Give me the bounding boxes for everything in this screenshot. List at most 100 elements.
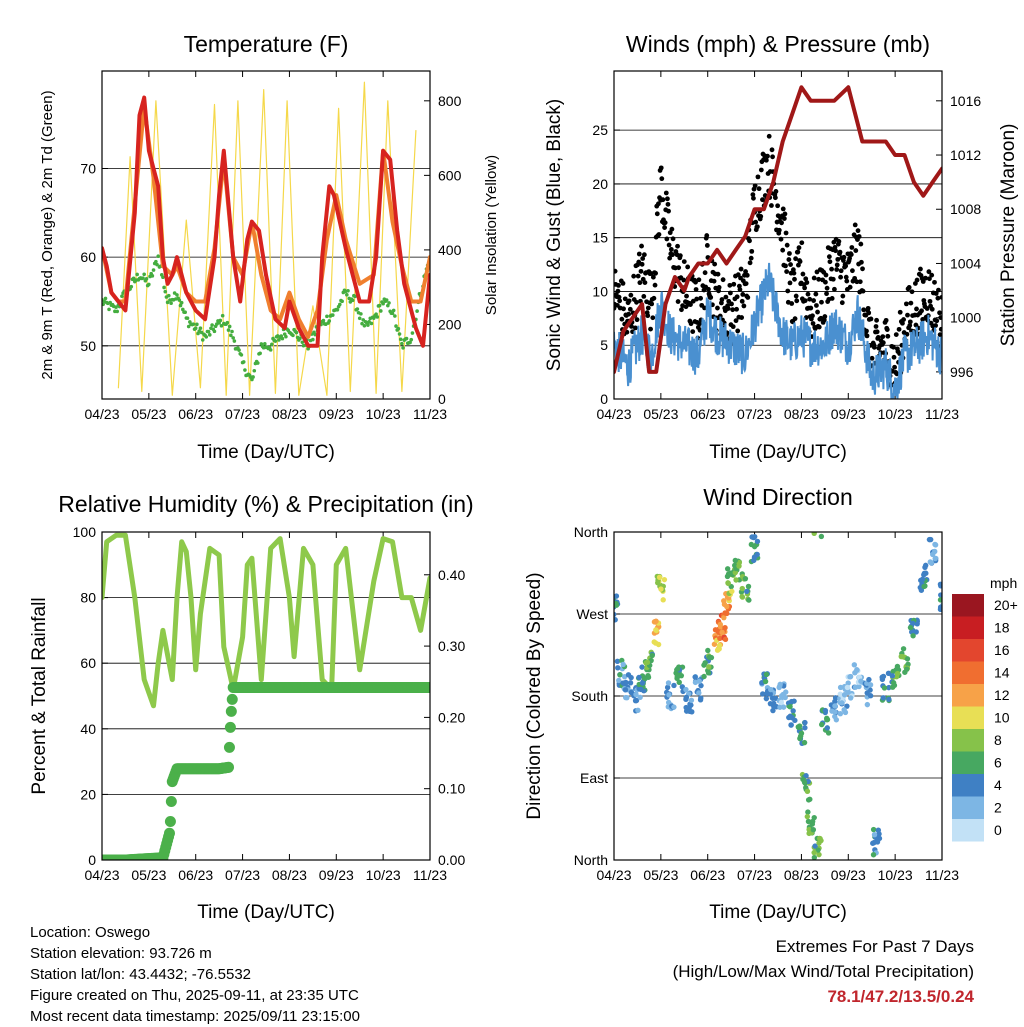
dewpoint-point — [345, 292, 349, 297]
direction-point — [711, 641, 718, 647]
y-right-tick-label: 0.20 — [438, 709, 465, 725]
direction-point — [797, 733, 804, 739]
dewpoint-point — [386, 303, 390, 308]
direction-point — [842, 709, 849, 716]
dewpoint-point — [415, 309, 419, 313]
x-tick-label: 04/23 — [596, 867, 631, 883]
chart-title: Relative Humidity (%) & Precipitation (i… — [58, 491, 473, 517]
gust-point — [772, 195, 778, 201]
gust-point — [649, 301, 655, 307]
dewpoint-point — [374, 312, 378, 316]
gust-point — [856, 234, 862, 239]
gust-point — [824, 285, 830, 291]
gust-point — [938, 315, 942, 320]
gust-point — [656, 232, 662, 237]
direction-point — [656, 574, 663, 581]
x-tick-label: 04/23 — [596, 406, 631, 422]
dewpoint-point — [227, 324, 232, 329]
gust-point — [880, 334, 886, 340]
dewpoint-point — [241, 360, 246, 364]
dewpoint-point — [177, 298, 182, 302]
direction-point — [852, 684, 859, 690]
direction-point — [832, 713, 838, 720]
direction-point — [637, 694, 643, 700]
plot-frame — [613, 531, 943, 861]
dewpoint-point — [390, 311, 395, 316]
gust-point — [852, 275, 858, 281]
x-tick-label: 05/23 — [643, 867, 678, 883]
direction-point — [746, 597, 752, 603]
direction-point — [921, 572, 927, 578]
gust-point — [675, 243, 680, 249]
gust-point — [833, 248, 838, 254]
direction-point — [763, 695, 770, 702]
dewpoint-point — [396, 326, 401, 331]
direction-point — [880, 695, 886, 701]
gust-point — [901, 317, 906, 322]
dewpoint-point — [355, 307, 360, 311]
direction-point — [722, 625, 728, 631]
gust-point — [892, 364, 897, 370]
direction-point — [724, 573, 731, 580]
gust-point — [840, 293, 846, 299]
gust-point — [734, 306, 739, 312]
gust-point — [616, 283, 621, 288]
direction-point — [805, 809, 811, 815]
gust-point — [860, 288, 866, 294]
gust-point — [897, 309, 903, 315]
dewpoint-point — [375, 315, 380, 319]
colorbar-swatch — [952, 594, 984, 617]
x-axis-label: Time (Day/UTC) — [709, 902, 847, 923]
gust-point — [857, 279, 863, 285]
direction-point — [751, 554, 758, 560]
dewpoint-point — [185, 316, 190, 321]
direction-point — [829, 708, 835, 714]
y-right-tick-label: 1016 — [950, 93, 981, 109]
gust-point — [730, 307, 736, 313]
gust-point — [814, 269, 820, 275]
direction-point — [745, 583, 752, 590]
gust-point — [920, 316, 926, 322]
gust-point — [927, 276, 932, 282]
direction-point — [649, 652, 655, 659]
direction-point — [651, 619, 658, 625]
direction-point — [789, 714, 795, 721]
gust-point — [849, 245, 855, 250]
gust-point — [865, 305, 871, 311]
gust-point — [787, 251, 792, 256]
direction-point — [721, 601, 728, 608]
gust-point — [708, 295, 714, 300]
dewpoint-point — [151, 268, 156, 272]
dewpoint-point — [273, 339, 278, 343]
colorbar-label: 20+ — [994, 597, 1018, 613]
gust-point — [716, 285, 722, 290]
gust-point — [751, 195, 756, 201]
gust-point — [792, 316, 798, 322]
gust-point — [934, 318, 940, 324]
gust-point — [766, 133, 772, 139]
gust-point — [669, 226, 675, 232]
gust-point — [769, 203, 774, 208]
precip-point — [163, 827, 175, 839]
gust-point — [727, 282, 733, 288]
gust-point — [684, 293, 689, 299]
direction-point — [894, 663, 901, 670]
station-info: Location: Oswego Station elevation: 93.7… — [30, 922, 360, 1027]
direction-point — [692, 674, 698, 680]
dewpoint-point — [191, 322, 196, 326]
colorbar-label: 8 — [994, 732, 1002, 748]
gust-point — [614, 268, 618, 274]
gust-point — [681, 277, 687, 283]
gust-point — [735, 328, 741, 334]
gust-point — [847, 284, 853, 290]
direction-point — [706, 664, 712, 670]
gust-point — [824, 291, 829, 297]
gust-point — [869, 355, 875, 361]
dewpoint-point — [161, 275, 165, 280]
dewpoint-point — [207, 333, 212, 337]
gust-point — [804, 280, 810, 285]
dewpoint-point — [394, 324, 398, 328]
direction-point — [910, 633, 916, 639]
direction-point — [633, 691, 639, 698]
gust-point — [780, 247, 786, 253]
